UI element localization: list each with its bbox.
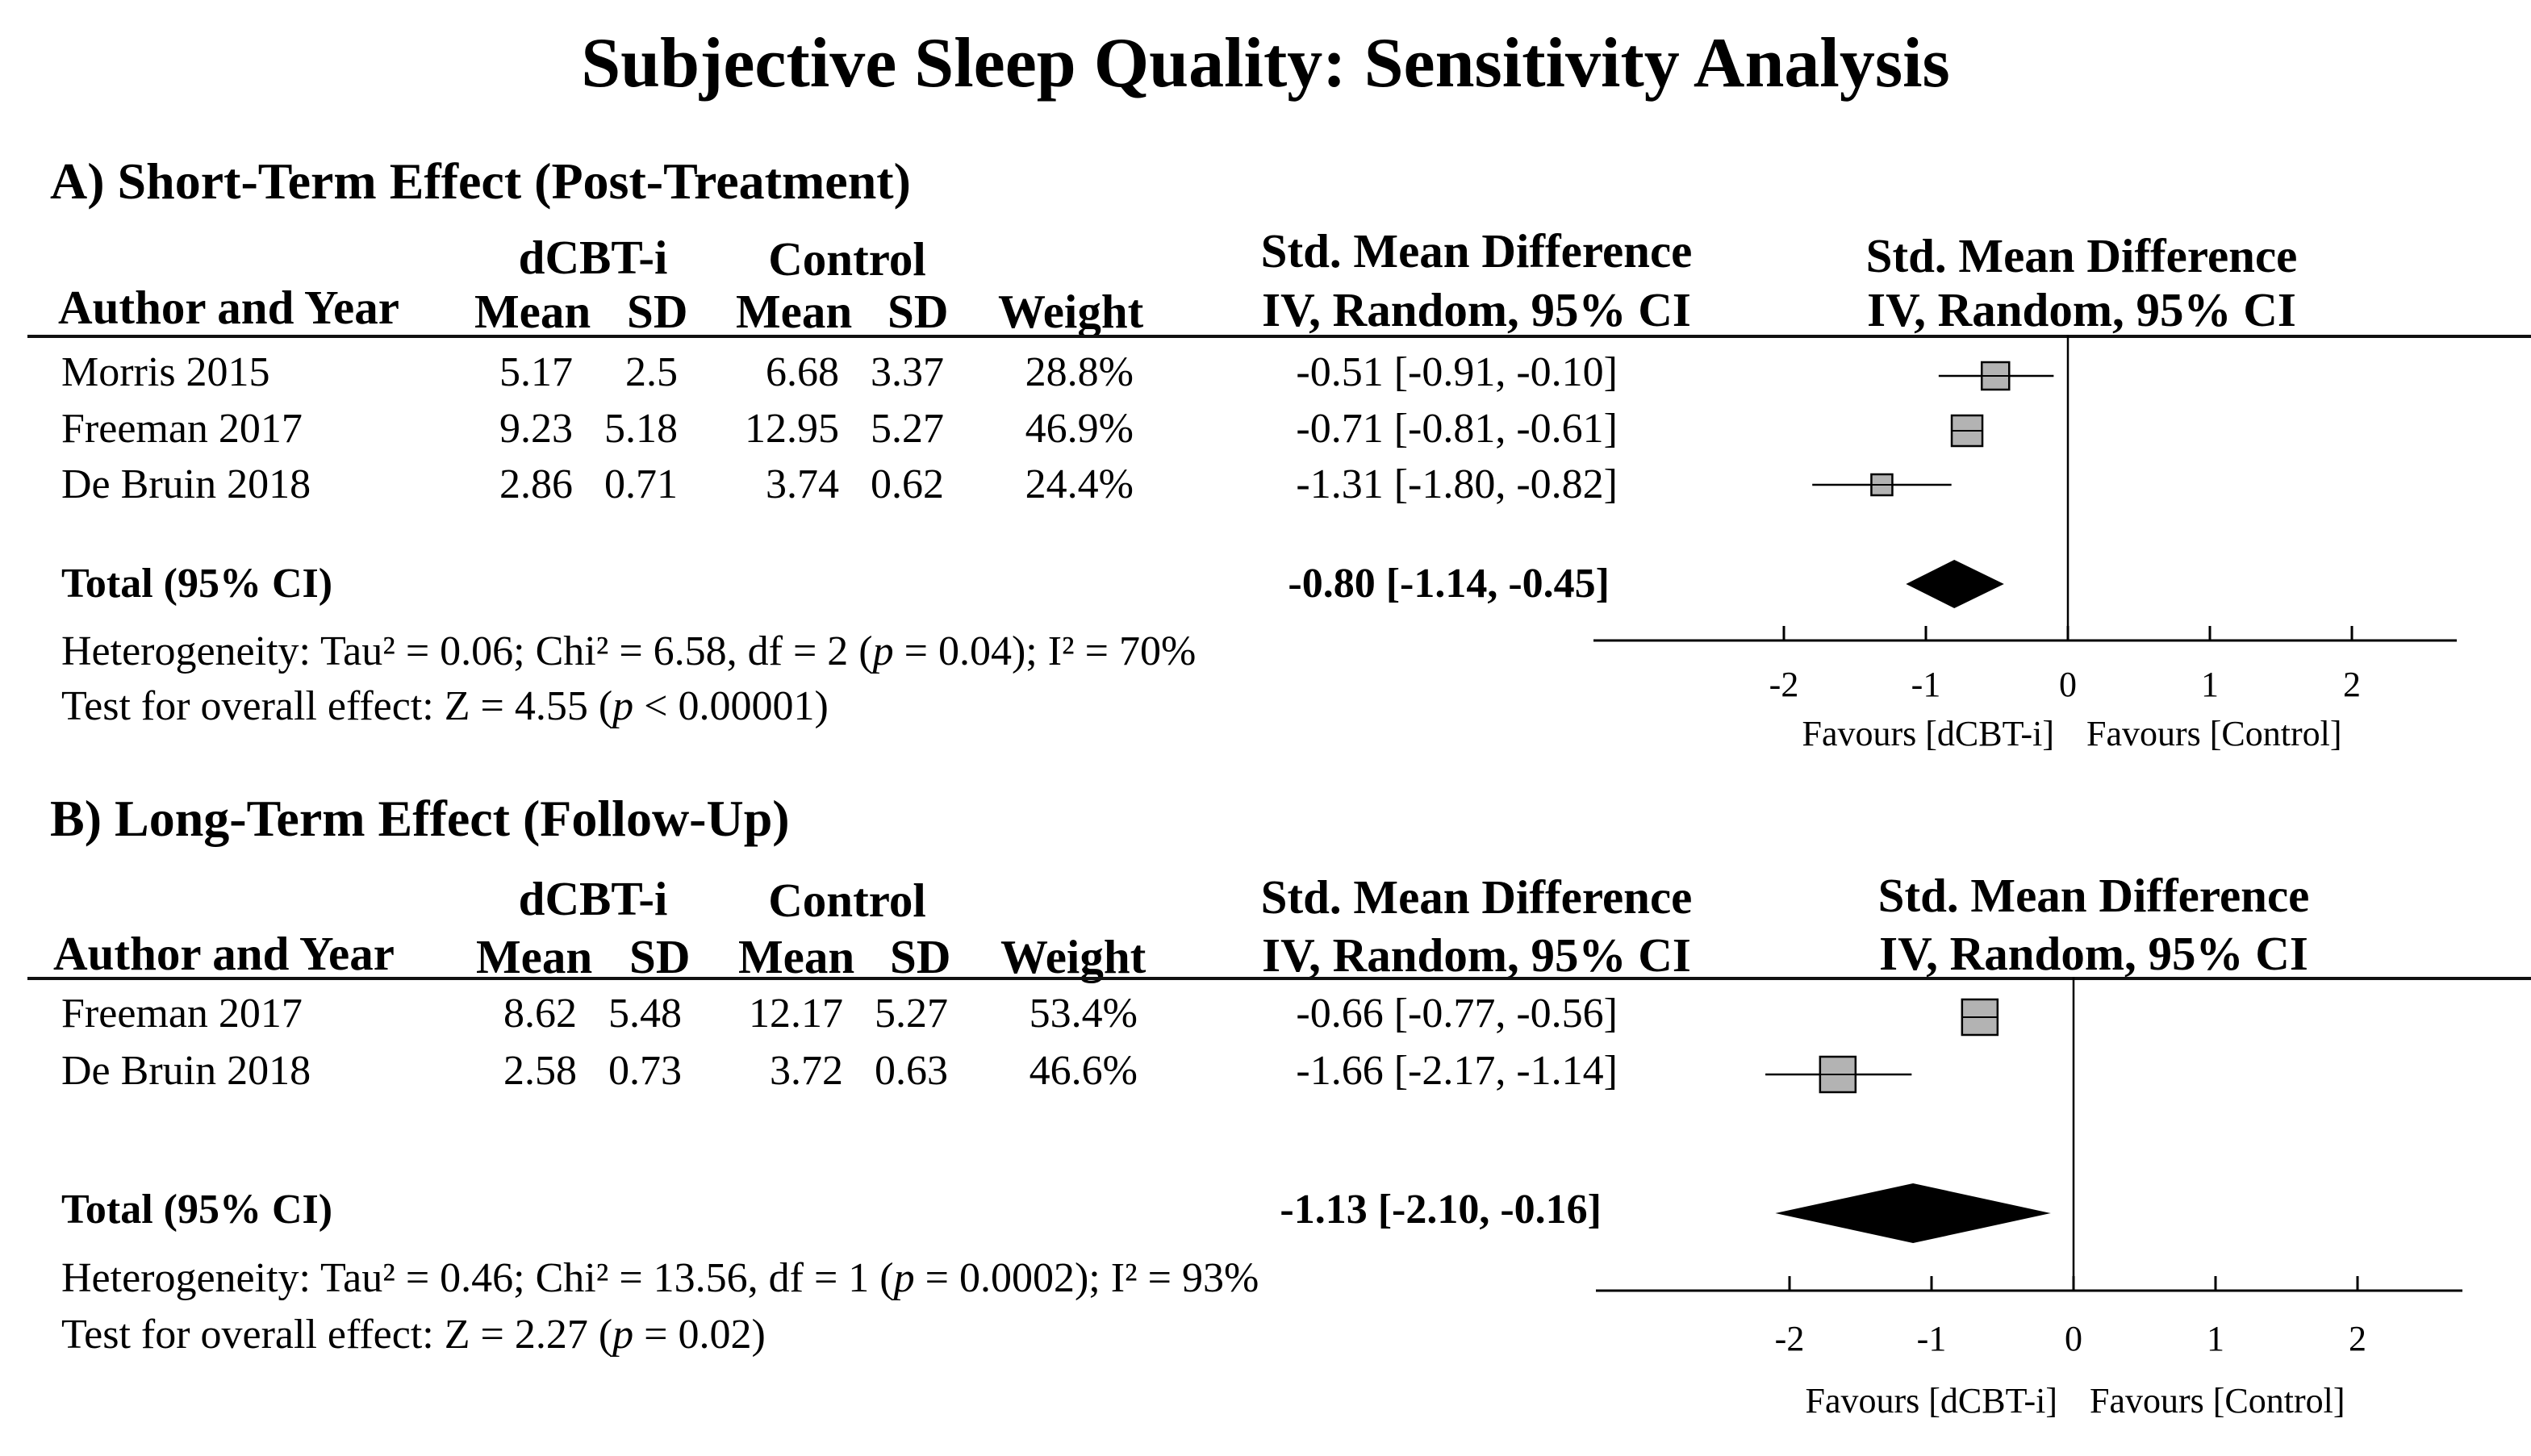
- row-sd1: 5.18: [604, 406, 678, 452]
- row-sd2: 5.27: [871, 406, 944, 452]
- header-smd-line1: Std. Mean Difference: [1260, 870, 1693, 924]
- favours-right-a: Favours [Control]: [2086, 714, 2342, 753]
- row-sd1: 0.71: [604, 461, 678, 507]
- header-sd-1: SD: [627, 285, 688, 338]
- row-author: De Bruin 2018: [61, 1048, 311, 1094]
- row-weight: 28.8%: [1025, 349, 1134, 395]
- header-smd-line1: Std. Mean Difference: [1260, 224, 1693, 277]
- header-weight: Weight: [998, 285, 1144, 338]
- x-tick-label: 1: [2201, 665, 2219, 704]
- row-sd2: 0.62: [871, 461, 944, 507]
- total-ci: -0.80 [-1.14, -0.45]: [1288, 561, 1610, 607]
- x-tick-label: 0: [2065, 1319, 2082, 1358]
- overall-effect-text: Test for overall effect: Z = 2.27 (p = 0…: [61, 1312, 766, 1358]
- header-sd-2: SD: [890, 930, 951, 983]
- row-sd1: 5.48: [608, 991, 682, 1037]
- row-sd2: 5.27: [875, 991, 948, 1037]
- favours-left-b: Favours [dCBT-i]: [1805, 1381, 2058, 1421]
- row-ci: -1.31 [-1.80, -0.82]: [1296, 461, 1618, 507]
- row-mean1: 9.23: [499, 406, 573, 452]
- section-a-label: A) Short-Term Effect (Post-Treatment): [50, 152, 911, 210]
- row-mean2: 3.74: [766, 461, 839, 507]
- row-author: Freeman 2017: [61, 991, 303, 1037]
- row-weight: 53.4%: [1029, 991, 1138, 1037]
- total-diamond: [1775, 1183, 2051, 1243]
- row-sd2: 0.63: [875, 1048, 948, 1094]
- row-weight: 46.6%: [1029, 1048, 1138, 1094]
- header-smd-line2: IV, Random, 95% CI: [1262, 928, 1691, 982]
- row-ci: -0.51 [-0.91, -0.10]: [1296, 349, 1618, 395]
- favours-left-a: Favours [dCBT-i]: [1802, 714, 2055, 753]
- row-sd2: 3.37: [871, 349, 944, 395]
- header-group1: dCBT-i: [518, 872, 668, 925]
- row-ci: -0.66 [-0.77, -0.56]: [1296, 991, 1618, 1037]
- total-diamond: [1906, 560, 2004, 608]
- heterogeneity-text: Heterogeneity: Tau² = 0.06; Chi² = 6.58,…: [61, 628, 1197, 674]
- header-smd-line2: IV, Random, 95% CI: [1262, 283, 1691, 336]
- x-tick-label: -1: [1916, 1319, 1947, 1358]
- header-plot-line2: IV, Random, 95% CI: [1867, 283, 2296, 336]
- header-plot-line2: IV, Random, 95% CI: [1879, 927, 2308, 980]
- x-tick-label: 2: [2343, 665, 2361, 704]
- total-label: Total (95% CI): [61, 561, 333, 607]
- x-tick-label: 1: [2207, 1319, 2224, 1358]
- x-tick-label: -2: [1769, 665, 1799, 704]
- row-ci: -0.71 [-0.81, -0.61]: [1296, 406, 1618, 452]
- header-group2: Control: [768, 874, 926, 927]
- section-b-label: B) Long-Term Effect (Follow-Up): [50, 790, 790, 847]
- header-group1: dCBT-i: [518, 231, 668, 284]
- x-tick-label: 0: [2059, 665, 2077, 704]
- row-author: De Bruin 2018: [61, 461, 311, 507]
- overall-effect-text: Test for overall effect: Z = 4.55 (p < 0…: [61, 683, 829, 729]
- row-sd1: 0.73: [608, 1048, 682, 1094]
- row-mean1: 2.58: [503, 1048, 577, 1094]
- heterogeneity-text: Heterogeneity: Tau² = 0.46; Chi² = 13.56…: [61, 1255, 1259, 1301]
- forest-plot-b: [1596, 977, 2462, 1292]
- x-tick-label: 2: [2349, 1319, 2366, 1358]
- header-author: Author and Year: [53, 927, 395, 980]
- header-rule-b: [27, 977, 2531, 980]
- row-sd1: 2.5: [625, 349, 678, 395]
- row-mean2: 6.68: [766, 349, 839, 395]
- favours-right-b: Favours [Control]: [2090, 1381, 2345, 1421]
- row-weight: 46.9%: [1025, 406, 1134, 452]
- header-mean-2: Mean: [738, 930, 855, 983]
- row-mean2: 12.17: [749, 991, 843, 1037]
- header-mean-1: Mean: [474, 285, 591, 338]
- header-mean-2: Mean: [736, 285, 853, 338]
- header-plot-line1: Std. Mean Difference: [1877, 869, 2310, 922]
- row-mean2: 12.95: [745, 406, 839, 452]
- row-author: Morris 2015: [61, 349, 270, 395]
- row-author: Freeman 2017: [61, 406, 303, 452]
- header-weight: Weight: [1000, 930, 1146, 983]
- forest-plot-a: [1593, 335, 2457, 642]
- x-tick-label: -2: [1774, 1319, 1805, 1358]
- header-sd-2: SD: [888, 285, 949, 338]
- header-author: Author and Year: [58, 281, 399, 334]
- row-mean1: 5.17: [499, 349, 573, 395]
- header-sd-1: SD: [629, 930, 691, 983]
- header-mean-1: Mean: [476, 930, 593, 983]
- row-mean1: 2.86: [499, 461, 573, 507]
- page-title: Subjective Sleep Quality: Sensitivity An…: [581, 24, 1950, 102]
- x-tick-label: -1: [1911, 665, 1941, 704]
- row-weight: 24.4%: [1025, 461, 1134, 507]
- header-rule-a: [27, 335, 2531, 338]
- row-mean2: 3.72: [770, 1048, 843, 1094]
- header-group2: Control: [768, 232, 926, 286]
- total-label: Total (95% CI): [61, 1187, 333, 1233]
- row-ci: -1.66 [-2.17, -1.14]: [1296, 1048, 1618, 1094]
- total-ci: -1.13 [-2.10, -0.16]: [1280, 1187, 1602, 1233]
- header-plot-line1: Std. Mean Difference: [1865, 229, 2298, 282]
- row-mean1: 8.62: [503, 991, 577, 1037]
